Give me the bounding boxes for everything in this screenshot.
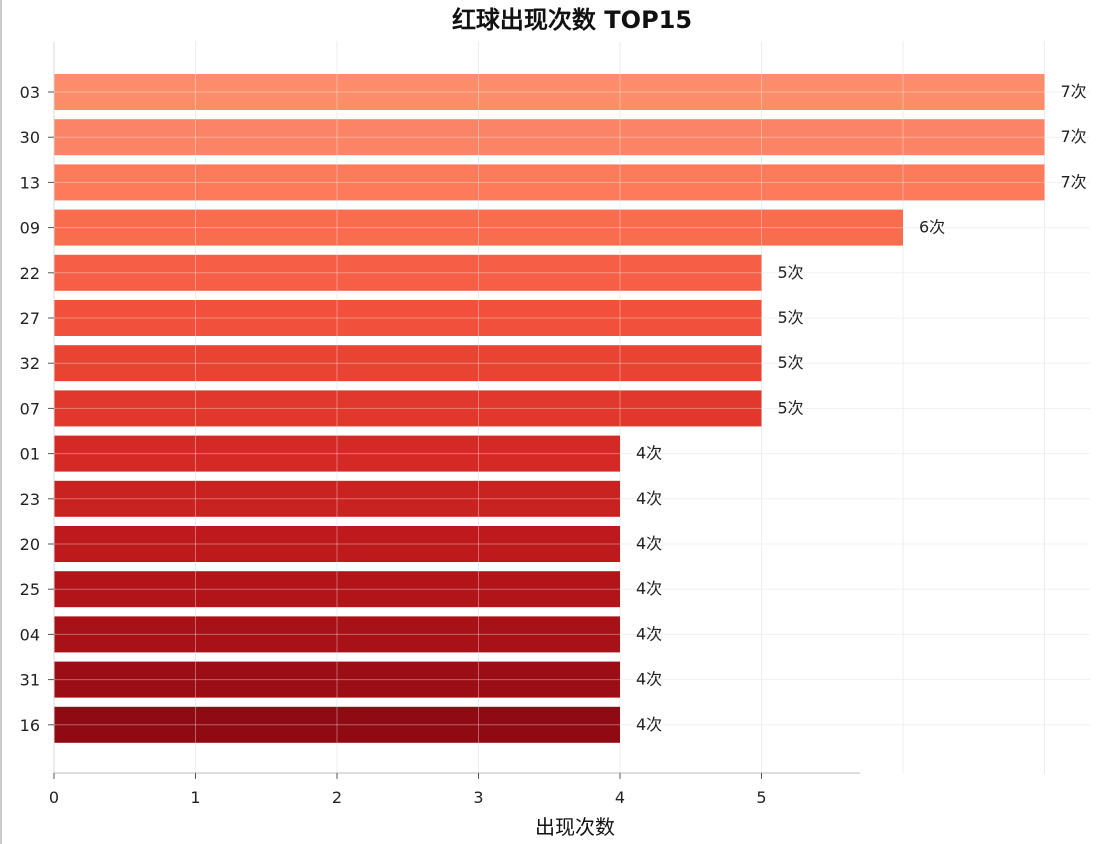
value-label: 4次 [636, 624, 662, 643]
bar [54, 74, 1045, 110]
value-label: 5次 [778, 353, 804, 372]
bar [54, 254, 762, 291]
value-label: 4次 [636, 444, 662, 463]
value-label: 4次 [636, 715, 662, 734]
x-tick-label: 5 [756, 788, 766, 807]
bar [54, 300, 762, 336]
bar [54, 119, 1045, 156]
bar [54, 706, 620, 743]
y-tick-label: 09 [20, 219, 40, 238]
value-label: 5次 [778, 263, 804, 282]
bars [54, 74, 1045, 743]
value-label: 4次 [636, 534, 662, 553]
x-tick-labels: 0 1 2 3 4 5 [49, 773, 767, 807]
y-tick-label: 30 [20, 128, 40, 147]
y-tick-label: 13 [20, 173, 40, 192]
bar [54, 209, 903, 246]
value-label: 7次 [1061, 127, 1087, 146]
bar [54, 616, 620, 653]
x-tick-label: 2 [332, 788, 342, 807]
value-label: 5次 [778, 308, 804, 327]
x-tick-label: 0 [49, 788, 59, 807]
bar [54, 390, 762, 427]
value-label: 4次 [636, 489, 662, 508]
bar [54, 435, 620, 472]
y-tick-label: 03 [20, 83, 40, 102]
value-label: 6次 [919, 218, 945, 237]
y-tick-label: 22 [20, 264, 40, 283]
bar [54, 480, 620, 517]
value-label: 5次 [778, 398, 804, 417]
y-tick-label: 23 [20, 490, 40, 509]
y-tick-label: 31 [20, 671, 40, 690]
x-tick-label: 3 [473, 788, 483, 807]
bar [54, 164, 1045, 201]
x-tick-label: 4 [615, 788, 625, 807]
bar [54, 526, 620, 562]
x-tick-label: 1 [190, 788, 200, 807]
y-tick-label: 16 [20, 716, 40, 735]
bar [54, 661, 620, 698]
y-tick-label: 01 [20, 445, 40, 464]
x-axis-label: 出现次数 [535, 815, 615, 839]
bar [54, 345, 762, 382]
y-tick-label: 04 [20, 625, 40, 644]
y-tick-label: 32 [20, 354, 40, 373]
value-label: 4次 [636, 579, 662, 598]
y-tick-label: 07 [20, 399, 40, 418]
value-label: 4次 [636, 670, 662, 689]
y-tick-label: 27 [20, 309, 40, 328]
value-labels: 7次 7次 7次 6次 5次 5次 5次 5次 4次 4次 4次 4次 4次 4次 4次 [636, 82, 1087, 734]
y-tick-label: 20 [20, 535, 40, 554]
value-label: 7次 [1061, 82, 1087, 101]
y-tick-labels: 03 30 13 09 22 27 32 07 01 23 20 25 04 31 16 [20, 83, 54, 735]
bar [54, 571, 620, 608]
y-tick-label: 25 [20, 580, 40, 599]
value-label: 7次 [1061, 172, 1087, 191]
axes [53, 42, 860, 774]
chart-title: 红球出现次数 TOP15 [452, 6, 692, 34]
